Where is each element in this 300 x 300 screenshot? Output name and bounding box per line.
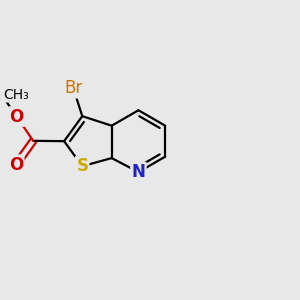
Text: S: S <box>76 157 88 175</box>
Text: Br: Br <box>64 79 83 97</box>
Text: O: O <box>10 108 24 126</box>
Text: CH₃: CH₃ <box>3 88 29 102</box>
Text: N: N <box>131 163 146 181</box>
Text: O: O <box>9 156 23 174</box>
